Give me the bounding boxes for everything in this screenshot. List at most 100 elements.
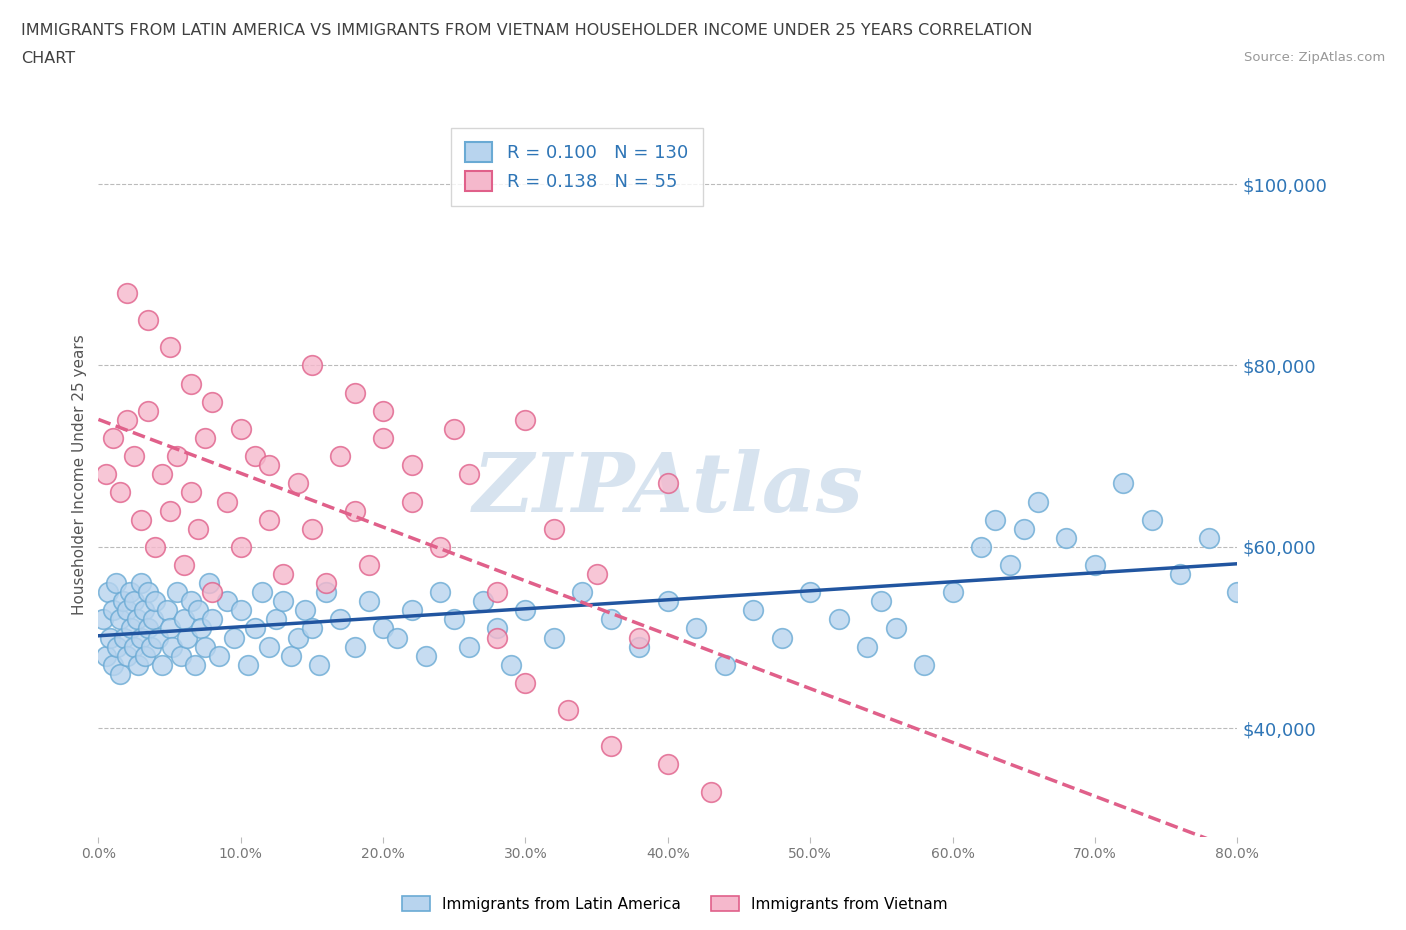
Point (1056, 530, 1078, 545)
Point (1084, 558, 1107, 573)
Point (180, 594, 202, 609)
Point (166, 449, 188, 464)
Point (501, 658, 523, 672)
Point (115, 413, 138, 428)
Point (236, 658, 259, 672)
Point (129, 576, 152, 591)
Point (273, 594, 295, 609)
Point (308, 658, 330, 672)
Point (486, 631, 509, 645)
Point (699, 784, 721, 799)
Point (120, 621, 142, 636)
Point (105, 639, 128, 654)
Point (329, 449, 352, 464)
Point (401, 458, 423, 472)
Point (208, 648, 231, 663)
Point (1026, 494, 1049, 509)
Point (156, 603, 179, 618)
Point (870, 594, 893, 609)
Point (198, 576, 221, 591)
Point (229, 539, 252, 554)
Point (243, 449, 266, 464)
Point (122, 639, 145, 654)
Point (685, 621, 707, 636)
Point (259, 639, 281, 654)
Point (387, 631, 409, 645)
Point (94, 648, 117, 663)
Point (315, 576, 337, 591)
Point (94, 467, 117, 482)
Point (141, 612, 163, 627)
Point (273, 566, 295, 581)
Point (152, 658, 174, 672)
Point (343, 385, 366, 400)
Point (657, 757, 679, 772)
Point (1112, 476, 1135, 491)
Point (108, 667, 131, 682)
Point (657, 594, 679, 609)
Point (115, 286, 138, 300)
Point (136, 312, 159, 327)
Point (912, 658, 935, 672)
Point (162, 639, 184, 654)
Point (515, 675, 537, 690)
Point (122, 594, 145, 609)
Point (600, 612, 623, 627)
Point (148, 631, 170, 645)
Point (657, 476, 679, 491)
Point (159, 503, 181, 518)
Point (173, 612, 195, 627)
Point (770, 631, 793, 645)
Point (294, 603, 316, 618)
Point (91, 612, 114, 627)
Point (543, 521, 565, 536)
Point (132, 603, 155, 618)
Point (443, 421, 465, 436)
Point (742, 603, 765, 618)
Point (628, 631, 651, 645)
Point (101, 431, 124, 445)
Point (799, 585, 821, 600)
Point (201, 394, 224, 409)
Point (371, 431, 394, 445)
Point (543, 631, 565, 645)
Point (515, 603, 537, 618)
Point (136, 404, 159, 418)
Point (628, 639, 651, 654)
Point (176, 631, 198, 645)
Point (104, 576, 127, 591)
Point (190, 621, 212, 636)
Point (139, 639, 162, 654)
Point (1140, 512, 1163, 527)
Point (266, 612, 288, 627)
Point (856, 639, 879, 654)
Point (828, 612, 851, 627)
Point (201, 585, 224, 600)
Point (194, 431, 217, 445)
Point (108, 485, 131, 500)
Point (111, 594, 134, 609)
Point (159, 621, 181, 636)
Point (173, 558, 195, 573)
Point (1198, 530, 1220, 545)
Point (145, 539, 167, 554)
Point (243, 621, 266, 636)
Point (229, 421, 252, 436)
Point (1226, 585, 1249, 600)
Point (145, 594, 167, 609)
Point (112, 631, 135, 645)
Point (301, 358, 323, 373)
Point (118, 585, 141, 600)
Point (343, 503, 366, 518)
Point (215, 594, 238, 609)
Point (115, 603, 138, 618)
Point (315, 585, 337, 600)
Point (515, 413, 537, 428)
Point (471, 594, 494, 609)
Point (287, 631, 309, 645)
Point (415, 648, 437, 663)
Y-axis label: Householder Income Under 25 years: Householder Income Under 25 years (72, 334, 87, 615)
Point (329, 612, 352, 627)
Point (301, 521, 323, 536)
Legend: Immigrants from Latin America, Immigrants from Vietnam: Immigrants from Latin America, Immigrant… (396, 889, 953, 918)
